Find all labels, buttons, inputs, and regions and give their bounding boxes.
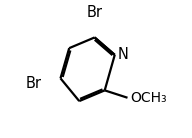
Text: OCH₃: OCH₃: [130, 91, 167, 105]
Text: Br: Br: [87, 5, 103, 20]
Text: Br: Br: [26, 76, 42, 91]
Text: N: N: [118, 47, 129, 62]
